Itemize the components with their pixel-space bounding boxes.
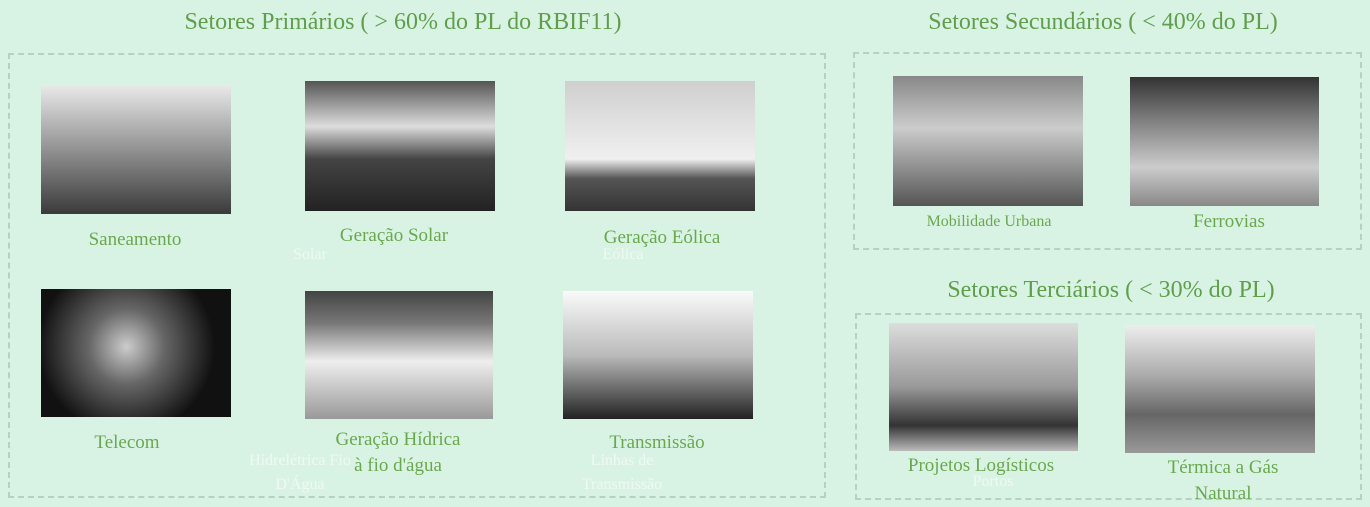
tertiary-box [855, 313, 1362, 500]
sector-label: Transmissão [609, 432, 705, 453]
sector-label: Telecom [94, 432, 160, 453]
photo [305, 291, 493, 419]
sector-label: Mobilidade Urbana [926, 213, 1052, 230]
secondary-box [853, 52, 1362, 250]
sector-label: Geração Eólica [603, 227, 721, 248]
photo [893, 76, 1083, 206]
photo [41, 86, 231, 214]
sector-label: Geração Hídrica à fio d'água [335, 429, 461, 476]
sector-label: Geração Solar [339, 225, 449, 246]
photo [889, 323, 1078, 451]
sector-label: Ferrovias [1193, 211, 1265, 232]
overlay-text: Solar [293, 246, 327, 263]
primary-box [8, 53, 826, 498]
section-title: Setores Terciários ( < 30% do PL) [947, 277, 1275, 303]
sector-label: Saneamento [88, 229, 182, 250]
sector-label: Projetos Logísticos [907, 455, 1055, 476]
overlay-text: Portos [972, 473, 1014, 490]
sector-label: Térmica a Gás Natural [1167, 457, 1279, 504]
photo [1125, 325, 1315, 453]
photo [565, 81, 755, 211]
overlay-text: Hidrelétrica Fio D'Água [249, 452, 351, 493]
photo [1130, 77, 1319, 206]
overlay-text: Linhas de Transmissão [581, 452, 663, 493]
section-title: Setores Primários ( > 60% do PL do RBIF1… [184, 9, 622, 35]
section-title: Setores Secundários ( < 40% do PL) [928, 9, 1278, 35]
photo [563, 291, 753, 419]
photo [41, 289, 231, 417]
photo [305, 81, 495, 211]
overlay-text: Eólica [602, 246, 644, 263]
